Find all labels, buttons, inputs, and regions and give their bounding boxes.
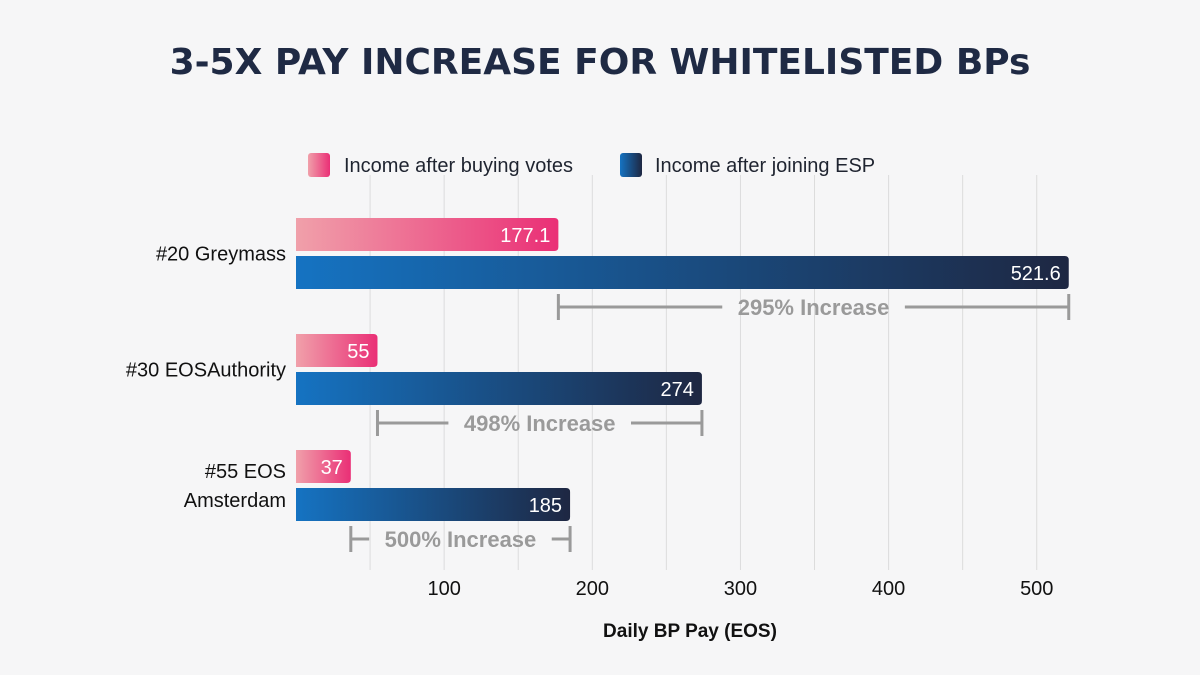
x-tick-label: 200 [576,578,609,600]
bar-value-label: 177.1 [500,225,550,247]
increase-label: 498% Increase [464,411,616,436]
x-tick-label: 100 [427,578,460,600]
chart-title: 3-5X PAY INCREASE FOR WHITELISTED BPs [170,42,1031,83]
bar-value-label: 185 [529,495,562,517]
bar-esp [296,256,1069,289]
increase-annotations: 295% Increase 498% Increase 500% Increase [349,294,1071,552]
legend-label-votes: Income after buying votes [344,155,573,177]
bar-value-label: 274 [661,379,694,401]
bar-votes [296,450,351,483]
increase-bracket: 295% Increase [556,294,1071,320]
x-axis-ticks: 100 200 300 400 500 [427,578,1053,600]
bars: 177.1 55 37 521.6 274 185 [296,218,1069,521]
increase-label: 500% Increase [385,527,537,552]
category-label: #20 Greymass [156,244,286,266]
legend-swatch-esp [620,153,642,177]
bracket-line [349,526,572,552]
category-label: Amsterdam [184,490,286,512]
legend: Income after buying votes Income after j… [308,153,875,177]
bar-value-label: 37 [321,457,343,479]
legend-label-esp: Income after joining ESP [655,155,875,177]
legend-swatch-votes [308,153,330,177]
x-tick-label: 300 [724,578,757,600]
bar-votes [296,334,378,367]
x-tick-label: 500 [1020,578,1053,600]
increase-label: 295% Increase [738,295,890,320]
bracket-line [375,410,704,436]
bar-value-label: 55 [347,341,369,363]
category-label: #30 EOSAuthority [126,360,286,382]
increase-bracket: 500% Increase [349,526,572,552]
x-axis-label: Daily BP Pay (EOS) [603,621,777,642]
increase-bracket: 498% Increase [375,410,704,436]
x-tick-label: 400 [872,578,905,600]
bracket-line [556,294,1071,320]
bar-esp [296,372,702,405]
bar-esp [296,488,571,521]
category-labels: #20 Greymass #30 EOSAuthority #55 EOS Amste… [126,244,286,513]
category-label: #55 EOS [205,461,286,483]
bar-value-label: 521.6 [1011,263,1061,285]
bar-votes [296,218,559,251]
